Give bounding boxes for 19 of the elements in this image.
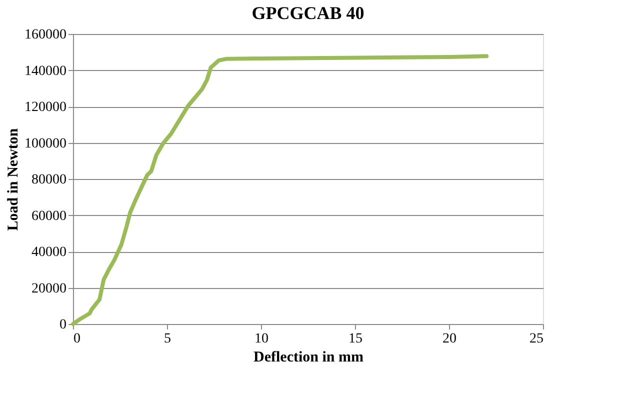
y-tick-label: 160000 [24, 28, 66, 42]
y-tick-label: 120000 [24, 100, 66, 115]
y-tick-label: 0 [60, 318, 66, 332]
line-series [71, 54, 489, 326]
x-tick-label: 10 [254, 332, 268, 346]
y-tick-label: 60000 [32, 208, 66, 224]
x-tick-label: 25 [530, 332, 544, 346]
chart-title: GPCGCAB 40 [252, 3, 364, 23]
x-axis-title: Deflection in mm [254, 350, 364, 366]
x-tick-label: 15 [348, 332, 362, 346]
y-tick-label: 80000 [32, 172, 66, 188]
y-tick-label: 140000 [24, 64, 66, 79]
x-tick-label: 5 [164, 332, 171, 346]
y-tick-label: 40000 [32, 245, 66, 260]
y-tick-label: 100000 [24, 136, 66, 152]
y-tick-label: 20000 [32, 281, 66, 296]
y-axis-title: Load in Newton [6, 128, 22, 231]
x-tick-label: 20 [442, 332, 456, 346]
x-tick-label: 0 [74, 332, 80, 346]
